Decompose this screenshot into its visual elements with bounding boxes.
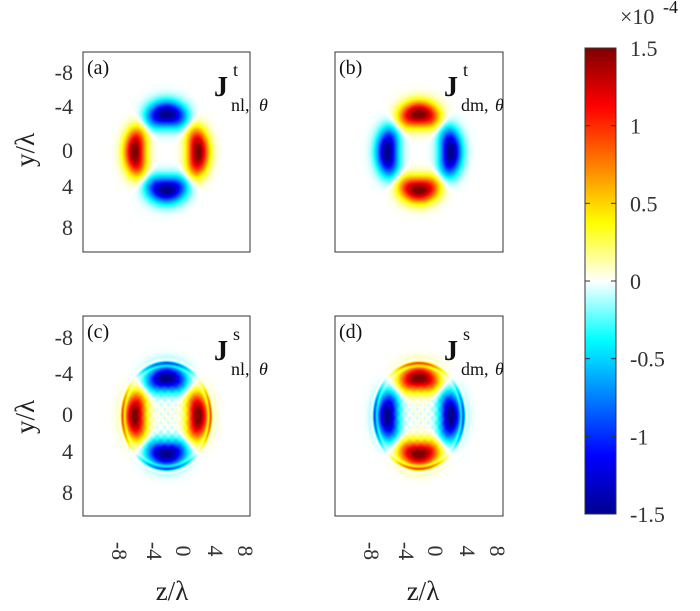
heatmap-b [335,52,503,252]
panel-b-annotation: J t dm, θ [444,60,504,115]
panel-b: (b) J t dm, θ [334,51,504,253]
svg-text:nl,: nl, [231,95,250,115]
svg-text:nl,: nl, [231,359,250,379]
svg-text:J: J [214,72,228,103]
panel-c-label: (c) [87,321,109,343]
svg-text:θ: θ [495,95,504,115]
y-tick: -8 [55,325,73,350]
x-axis-label-right: z/λ [407,576,440,606]
svg-text:s: s [463,324,470,344]
svg-text:J: J [444,72,458,103]
y-tick: -4 [55,94,73,119]
x-tick: -4 [142,542,167,560]
colorbar-scale: ×10 -4 [620,0,678,29]
colorbar-tick-label: 1 [630,114,641,139]
heatmap-c [83,316,250,516]
colorbar-tick-label: -0.5 [630,347,665,372]
x-tick: 4 [203,546,228,557]
panel-c-yticks: -8 -4 0 4 8 [55,325,73,505]
colorbar-tick-label: 0.5 [630,191,658,216]
colorbar-tick-label: -1 [630,424,648,449]
panel-c-xticks: -8 -4 0 4 8 [107,542,258,560]
panel-c-annotation: J s nl, θ [214,324,268,379]
svg-text:×10: ×10 [620,4,654,29]
x-tick: -8 [359,542,384,560]
panel-c: (c) J s nl, θ -8 -4 0 4 8 -8 -4 0 4 8 [55,315,268,560]
svg-text:J: J [214,336,228,367]
x-tick: -8 [107,542,132,560]
svg-text:θ: θ [495,359,504,379]
x-tick: 0 [171,546,196,557]
x-tick: 0 [423,546,448,557]
colorbar-tick-label: -1.5 [630,502,665,527]
svg-text:-4: -4 [663,0,678,17]
y-tick: 8 [62,480,73,505]
svg-text:θ: θ [259,359,268,379]
panel-a-frame [82,51,251,253]
svg-text:dm,: dm, [461,359,489,379]
y-tick: 8 [62,215,73,240]
colorbar-tick-label: 1.5 [630,36,658,61]
x-tick: 4 [455,546,480,557]
x-axis-label-left: z/λ [156,576,189,606]
y-axis-label-top: y/λ [10,133,40,167]
svg-text:dm,: dm, [461,95,489,115]
panel-d: (d) J s dm, θ -8 -4 0 4 8 [334,315,510,560]
panel-d-label: (d) [339,321,362,343]
svg-text:t: t [233,60,238,80]
x-tick: 8 [233,546,258,557]
colorbar-ticks: 1.5 1 0.5 0 -0.5 -1 -1.5 [585,36,665,527]
svg-text:s: s [233,324,240,344]
svg-text:t: t [463,60,468,80]
panel-d-frame [334,315,504,517]
panel-b-label: (b) [339,57,362,79]
panel-d-xticks: -8 -4 0 4 8 [359,542,510,560]
panel-a-annotation: J t nl, θ [214,60,268,115]
colorbar: ×10 -4 1.5 1 0.5 0 -0.5 -1 -1.5 [584,0,678,527]
panel-a: (a) J t nl, θ -8 -4 0 4 8 [55,51,268,253]
svg-text:J: J [444,336,458,367]
panel-a-label: (a) [87,57,109,79]
heatmap-a [83,52,250,252]
panel-b-frame [334,51,504,253]
panel-d-annotation: J s dm, θ [444,324,504,379]
panel-a-yticks: -8 -4 0 4 8 [55,60,73,240]
x-tick: 8 [485,546,510,557]
y-tick: 4 [62,174,73,199]
panel-c-frame [82,315,251,517]
y-tick: 0 [62,138,73,163]
svg-text:θ: θ [259,95,268,115]
y-tick: -8 [55,60,73,85]
y-tick: 4 [62,439,73,464]
x-tick: -4 [394,542,419,560]
y-tick: 0 [62,402,73,427]
y-axis-label-bottom: y/λ [10,400,40,434]
y-tick: -4 [55,361,73,386]
colorbar-tick-label: 0 [630,269,641,294]
heatmap-d [335,316,503,516]
